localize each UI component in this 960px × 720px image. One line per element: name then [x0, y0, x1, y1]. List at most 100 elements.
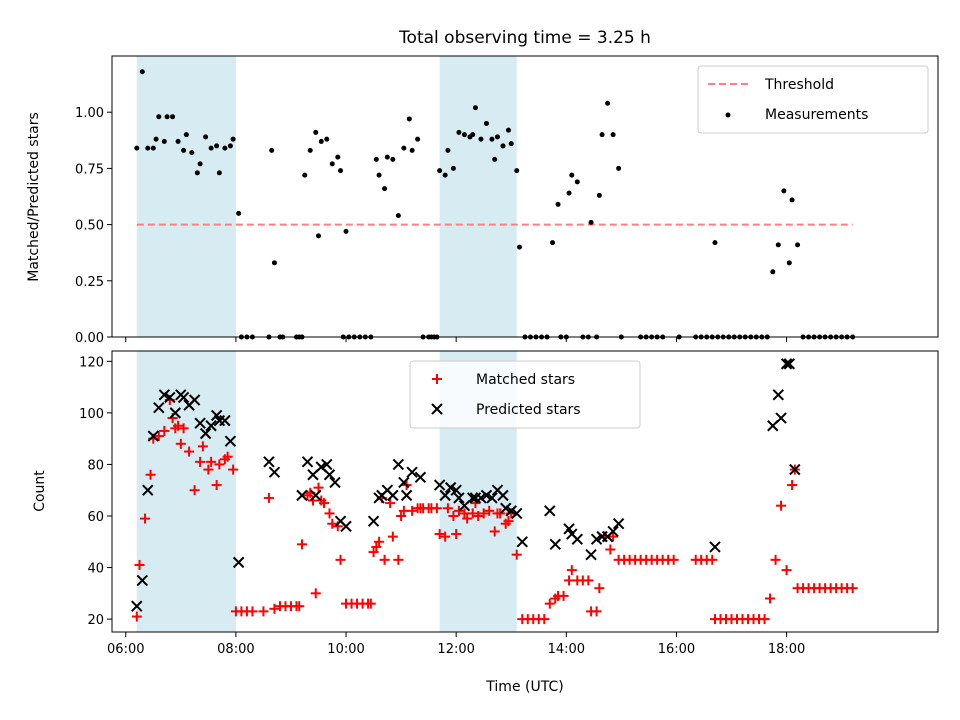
- matched-star-point: [707, 554, 718, 565]
- measurement-point: [483, 120, 489, 126]
- matched-star-point: [453, 505, 464, 516]
- predicted-star-point: [367, 515, 380, 527]
- measurement-point: [170, 114, 176, 120]
- matched-star-point: [294, 601, 305, 612]
- matched-star-point: [371, 541, 382, 552]
- measurement-point: [145, 145, 151, 151]
- legend-predicted-label: Predicted stars: [476, 402, 581, 418]
- y-tick-label: 0.75: [75, 162, 104, 177]
- matched-star-point: [313, 482, 324, 493]
- matched-star-point: [759, 614, 770, 625]
- measurement-point: [437, 168, 443, 174]
- matched-star-point: [385, 498, 396, 509]
- measurements-series: [134, 69, 856, 340]
- predicted-star-point: [131, 600, 143, 612]
- measurement-point: [324, 136, 330, 142]
- matched-star-point: [440, 531, 451, 542]
- matched-star-point: [462, 513, 473, 524]
- matched-star-point: [473, 510, 484, 521]
- chart-title: Total observing time = 3.25 h: [398, 28, 651, 48]
- measurement-point: [500, 143, 506, 149]
- measurement-point: [442, 172, 448, 178]
- matched-star-point: [134, 559, 145, 570]
- predicted-star-point: [136, 574, 148, 587]
- matched-star-point: [668, 554, 679, 565]
- matched-star-point: [539, 614, 550, 625]
- measurement-point: [472, 105, 478, 111]
- measurement-point: [139, 69, 145, 75]
- matched-star-point: [365, 598, 376, 609]
- predicted-star-point: [188, 394, 201, 406]
- matched-star-point: [770, 554, 781, 565]
- matched-star-point: [269, 603, 280, 614]
- matched-star-point: [583, 575, 594, 586]
- measurement-point: [445, 147, 451, 153]
- matched-star-point: [335, 554, 346, 565]
- matched-star-point: [591, 606, 602, 617]
- measurement-point: [134, 145, 140, 151]
- measurement-point: [415, 136, 421, 142]
- y-tick-label: 80: [87, 458, 104, 473]
- legend-matched-swatch: [432, 374, 442, 384]
- predicted-star-point: [301, 456, 314, 468]
- x-axis-label: Time (UTC): [485, 679, 563, 695]
- matched-star-point: [484, 505, 495, 516]
- matched-star-point: [374, 536, 385, 547]
- measurement-point: [514, 168, 520, 174]
- measurement-point: [153, 136, 159, 142]
- shaded-interval-1: [439, 56, 517, 337]
- predicted-star-point: [158, 389, 171, 401]
- matched-star-point: [558, 590, 569, 601]
- predicted-star-point: [194, 417, 206, 429]
- predicted-star-point: [544, 505, 556, 517]
- predicted-star-point: [153, 402, 165, 414]
- measurement-point: [516, 244, 522, 250]
- predicted-star-point: [709, 541, 721, 553]
- measurement-point: [197, 161, 203, 167]
- y-tick-label: 40: [87, 562, 104, 577]
- matched-star-point: [495, 508, 506, 519]
- measurement-point: [150, 145, 156, 151]
- measurement-point: [271, 260, 277, 266]
- matched-star-point: [489, 526, 500, 537]
- measurement-point: [712, 240, 718, 246]
- matched-star-point: [608, 531, 619, 542]
- measurement-point: [161, 138, 167, 144]
- top-y-ticks: 0.00 0.25 0.50 0.75 1.00: [75, 106, 112, 346]
- matched-star-point: [503, 516, 514, 527]
- predicted-star-point: [414, 471, 427, 484]
- predicted-star-point: [323, 469, 336, 481]
- x-tick-label: 10:00: [327, 642, 364, 657]
- predicted-star-point: [772, 389, 785, 401]
- measurement-point: [508, 141, 514, 147]
- matched-star-point: [203, 464, 214, 475]
- predicted-star-point: [433, 479, 446, 491]
- predicted-star-point: [500, 502, 512, 514]
- measurement-point: [781, 188, 787, 194]
- predicted-star-point: [439, 489, 451, 502]
- measurement-point: [401, 145, 407, 151]
- measurement-point: [588, 219, 594, 225]
- matched-star-point: [776, 500, 787, 511]
- matched-star-point: [145, 469, 156, 480]
- bottom-panel: 20 40 60 80 100 120 06:00 08:00 10:00 12:00 14:00…: [32, 350, 939, 695]
- predicted-star-point: [205, 420, 217, 432]
- measurement-point: [450, 165, 456, 171]
- measurement-point: [505, 127, 511, 133]
- matched-star-point: [327, 518, 338, 529]
- matched-star-point: [228, 464, 239, 475]
- predicted-star-point: [612, 518, 625, 530]
- measurement-point: [406, 116, 412, 122]
- predicted-star-point: [497, 489, 509, 502]
- predicted-star-point: [224, 435, 237, 447]
- measurement-point: [307, 147, 313, 153]
- predicted-star-point: [398, 476, 410, 489]
- measurement-point: [489, 136, 495, 142]
- measurement-point: [599, 132, 605, 138]
- y-tick-label: 20: [87, 613, 104, 628]
- matched-star-point: [173, 420, 184, 431]
- shaded-interval-0: [136, 351, 236, 632]
- measurement-point: [269, 147, 275, 153]
- measurement-point: [390, 156, 396, 162]
- matched-star-point: [258, 606, 269, 617]
